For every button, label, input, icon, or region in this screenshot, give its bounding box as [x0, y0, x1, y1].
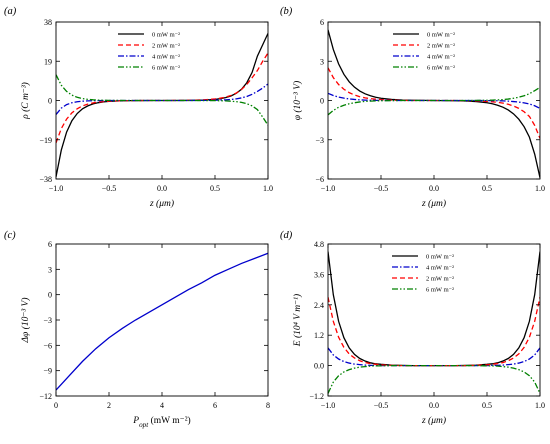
series-line-d-1 [328, 347, 540, 367]
y-tick-label-c-6: 6 [48, 240, 52, 249]
legend-label-a-0: 0 mW m⁻² [152, 32, 180, 39]
x-tick-label-a-0: −1.0 [49, 184, 64, 193]
panel-b: −1.0 −0.5 0.0 0.5 1.0 −6 −3 0 3 6 z (μm) φ (10⁻³ V)… [280, 6, 545, 209]
y-tick-label-d-5: 4.8 [314, 240, 324, 249]
x-tick-label-c-1: 2 [107, 401, 111, 410]
legend-label-b-0: 0 mW m⁻² [427, 32, 455, 39]
legend-label-a-3: 6 mW m⁻² [152, 65, 180, 72]
series-line-a-1 [56, 52, 268, 144]
y-tick-label-b-1: −3 [315, 136, 324, 145]
x-tick-label-c-2: 4 [160, 401, 164, 410]
x-tick-label-a-3: 0.5 [210, 184, 220, 193]
x-tick-label-b-0: −1.0 [321, 184, 336, 193]
legend-label-d-3: 6 mW m⁻² [426, 287, 454, 294]
y-tick-label-c-3: −3 [43, 316, 52, 325]
y-tick-label-a-1: −19 [39, 136, 52, 145]
y-axis-label-c: Δφ (10⁻³ V) [20, 297, 31, 343]
y-tick-label-a-2: 0 [48, 97, 52, 106]
x-tick-label-c-0: 0 [54, 401, 58, 410]
x-tick-label-a-2: 0.0 [157, 184, 167, 193]
y-tick-label-b-2: 0 [320, 97, 324, 106]
series-line-a-3 [56, 74, 268, 126]
y-axis-label-d: E (10⁴ V m⁻¹) [292, 294, 303, 347]
y-tick-label-d-0: −1.2 [309, 392, 324, 401]
panel-label-d: (d) [280, 230, 293, 241]
y-tick-label-a-4: 38 [44, 18, 52, 27]
y-tick-label-d-1: 0.0 [314, 362, 324, 371]
x-tick-label-d-0: −1.0 [321, 401, 336, 410]
panel-label-c: (c) [4, 230, 16, 241]
y-tick-label-a-3: 19 [44, 57, 52, 66]
y-tick-label-c-1: −9 [43, 367, 52, 376]
series-line-d-3 [328, 364, 540, 394]
y-tick-label-c-2: −6 [43, 341, 52, 350]
x-axis-label-d: z (μm) [421, 415, 446, 426]
plot-frame-c [55, 243, 269, 397]
panel-c: 0 2 4 6 8 −12 −9 −6 −3 0 3 6 Popt (mW m⁻²) Δφ (10⁻³ V… [4, 230, 270, 429]
y-tick-label-d-3: 2.4 [314, 301, 324, 310]
series-line-b-1 [328, 67, 540, 139]
y-axis-label-b: φ (10⁻³ V) [292, 81, 303, 121]
x-tick-label-d-4: 1.0 [535, 401, 545, 410]
series-line-b-3 [328, 86, 540, 116]
y-tick-label-b-4: 6 [320, 18, 324, 27]
x-tick-label-d-3: 0.5 [482, 401, 492, 410]
x-tick-label-c-3: 6 [213, 401, 217, 410]
panel-label-b: (b) [280, 6, 293, 17]
panel-label-a: (a) [4, 6, 17, 17]
legend-b: 0 mW m⁻² 2 mW m⁻² 4 mW m⁻² 6 mW m⁻² [393, 32, 455, 72]
y-tick-label-b-3: 3 [320, 57, 324, 66]
panel-d: −1.0 −0.5 0.0 0.5 1.0 −1.2 0.0 1.2 2.4 3.6 4.8 z (μ… [280, 230, 545, 426]
x-tick-label-a-4: 1.0 [263, 184, 273, 193]
series-line-d-2 [328, 297, 540, 367]
y-tick-label-d-2: 1.2 [314, 331, 324, 340]
legend-label-d-1: 4 mW m⁻² [426, 265, 454, 272]
legend-label-a-2: 4 mW m⁻² [152, 54, 180, 61]
legend-label-d-0: 0 mW m⁻² [426, 254, 454, 261]
x-tick-label-d-1: −0.5 [374, 401, 389, 410]
y-axis-label-a: ρ (C m⁻³) [20, 82, 31, 120]
x-axis-label-c: Popt (mW m⁻²) [132, 415, 190, 429]
legend-label-a-1: 2 mW m⁻² [152, 43, 180, 50]
x-axis-label-b: z (μm) [421, 198, 446, 209]
panel-a: −1.0 −0.5 0.0 0.5 1.0 −38 −19 0 19 38 z (μm) ρ (C m… [4, 6, 273, 209]
y-tick-label-c-4: 0 [48, 291, 52, 300]
x-tick-label-b-1: −0.5 [374, 184, 389, 193]
x-tick-label-b-2: 0.0 [429, 184, 439, 193]
legend-d: 0 mW m⁻² 4 mW m⁻² 2 mW m⁻² 6 mW m⁻² [392, 254, 454, 294]
x-tick-label-d-2: 0.0 [429, 401, 439, 410]
legend-label-b-1: 2 mW m⁻² [427, 43, 455, 50]
x-tick-label-a-1: −0.5 [102, 184, 117, 193]
y-tick-label-c-0: −12 [39, 392, 52, 401]
y-tick-label-c-5: 3 [48, 265, 52, 274]
y-tick-label-d-4: 3.6 [314, 270, 324, 279]
legend-a: 0 mW m⁻² 2 mW m⁻² 4 mW m⁻² 6 mW m⁻² [118, 32, 180, 72]
series-line-a-2 [56, 83, 268, 115]
x-axis-label-a: z (μm) [149, 198, 174, 209]
series-line-c-0 [56, 252, 268, 391]
x-tick-label-b-4: 1.0 [535, 184, 545, 193]
legend-label-d-2: 2 mW m⁻² [426, 276, 454, 283]
y-tick-label-b-0: −6 [315, 175, 324, 184]
legend-label-b-3: 6 mW m⁻² [427, 65, 455, 72]
x-tick-label-c-4: 8 [266, 401, 270, 410]
x-tick-label-b-3: 0.5 [482, 184, 492, 193]
legend-label-b-2: 4 mW m⁻² [427, 54, 455, 61]
y-tick-label-a-0: −38 [39, 175, 52, 184]
